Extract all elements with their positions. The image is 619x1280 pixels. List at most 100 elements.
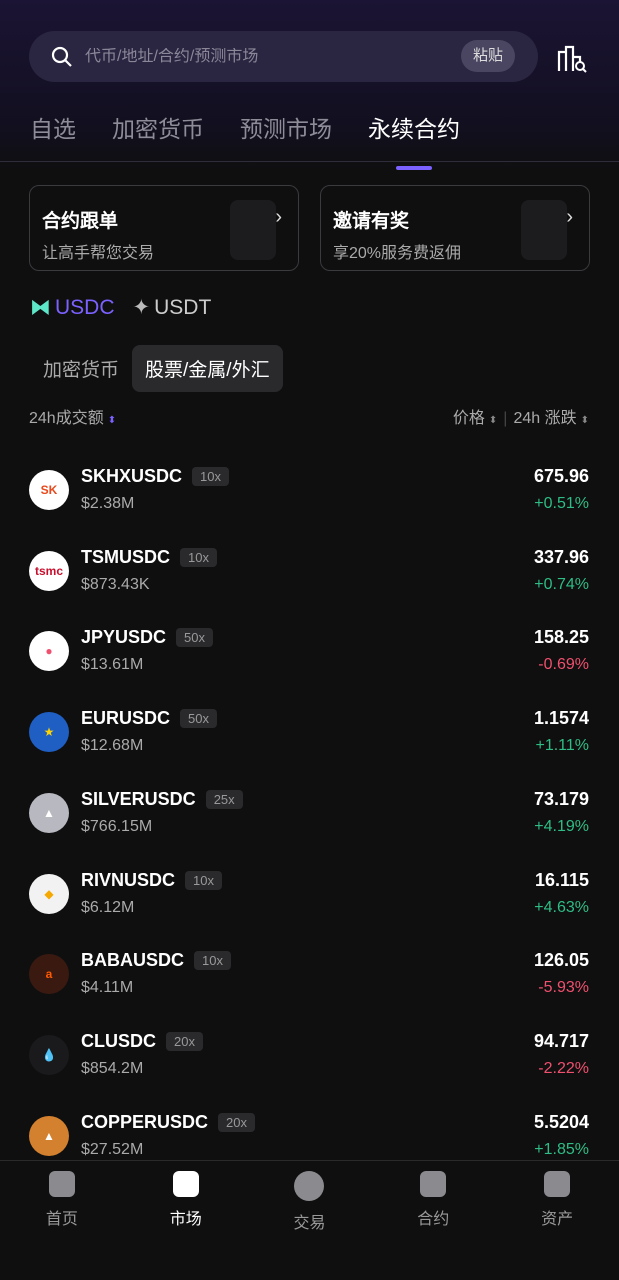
market-row[interactable]: ◆ RIVNUSDC 10x $6.12M 16.115 +4.63% [0, 854, 619, 934]
wallet-icon [544, 1171, 571, 1197]
quote-usdt[interactable]: ✦ USDT [133, 295, 212, 320]
asset-logo-icon: ◆ [29, 873, 69, 914]
paste-button[interactable]: 粘贴 [460, 40, 515, 72]
card-title: 合约跟单 [42, 211, 119, 232]
asset-logo-icon: ▲ [29, 792, 69, 833]
market-row[interactable]: ▲ SILVERUSDC 25x $766.15M 73.179 +4.19% [0, 773, 619, 853]
quote-label: USDT [154, 295, 212, 319]
quote-label: USDC [55, 295, 115, 319]
card-title: 邀请有奖 [333, 211, 410, 232]
trend-chart-icon [172, 1171, 199, 1197]
chevron-right-icon: › [566, 206, 573, 228]
volume: $12.68M [81, 737, 144, 755]
market-row[interactable]: ● JPYUSDC 50x $13.61M 158.25 -0.69% [0, 611, 619, 691]
header-background [0, 0, 619, 170]
usdc-icon: ⧓ [30, 296, 51, 319]
segment-stocks-metals-fx[interactable]: 股票/金属/外汇 [132, 345, 283, 392]
sort-icon: ⬍ [580, 415, 589, 426]
copy-trading-card[interactable]: 合约跟单 让高手帮您交易 › [29, 185, 299, 271]
search-input[interactable] [85, 47, 445, 66]
symbol: JPYUSDC 50x [81, 627, 213, 648]
volume: $854.2M [81, 1059, 144, 1077]
asset-logo-icon: 💧 [29, 1034, 69, 1075]
divider [0, 161, 619, 162]
tab-crypto[interactable]: 加密货币 [112, 116, 204, 142]
symbol: BABAUSDC 10x [81, 950, 231, 971]
leverage-badge: 10x [192, 467, 229, 486]
price: 1.1574 [533, 708, 589, 729]
swap-icon [294, 1171, 325, 1201]
volume: $13.61M [81, 656, 144, 674]
volume: $873.43K [81, 575, 150, 593]
market-row[interactable]: ★ EURUSDC 50x $12.68M 1.1574 +1.11% [0, 692, 619, 772]
volume: $6.12M [81, 898, 135, 916]
volume: $766.15M [81, 817, 153, 835]
symbol: SKHXUSDC 10x [81, 466, 229, 487]
tab-perpetual[interactable]: 永续合约 [368, 110, 460, 170]
change: -2.22% [538, 1059, 589, 1077]
asset-logo-icon: tsmc [29, 550, 69, 591]
segment-crypto[interactable]: 加密货币 [43, 360, 120, 381]
change: -5.93% [538, 979, 589, 997]
quote-usdc[interactable]: ⧓ USDC [30, 295, 115, 320]
market-row[interactable]: ▲ COPPERUSDC 20x $27.52M 5.5204 +1.85% [0, 1096, 619, 1176]
search-bar[interactable]: 粘贴 [29, 31, 538, 82]
trader-illustration-icon [230, 200, 276, 260]
asset-logo-icon: ★ [29, 712, 69, 753]
leverage-badge: 10x [194, 951, 231, 971]
leverage-badge: 25x [205, 789, 243, 809]
market-search-icon[interactable] [556, 44, 588, 74]
price: 94.717 [533, 1030, 589, 1051]
market-row[interactable]: 💧 CLUSDC 20x $854.2M 94.717 -2.22% [0, 1015, 619, 1095]
market-row[interactable]: tsmc TSMUSDC 10x $873.43K 337.96 +0.74% [0, 531, 619, 611]
card-subtitle: 让高手帮您交易 [42, 245, 155, 262]
sort-volume[interactable]: 24h成交额 ⬍ [29, 404, 116, 428]
asset-logo-icon: ● [29, 631, 69, 672]
change: +4.19% [534, 817, 589, 835]
sort-price-change: 价格 ⬍ | 24h 涨跌 ⬍ [452, 410, 589, 427]
asset-logo-icon: ▲ [29, 1115, 69, 1156]
sort-price[interactable]: 价格 ⬍ [452, 410, 498, 427]
search-icon [51, 46, 72, 67]
nav-trade[interactable]: 交易 [248, 1161, 372, 1280]
price: 5.5204 [533, 1111, 589, 1132]
nav-assets[interactable]: 资产 [495, 1161, 619, 1280]
market-row[interactable]: a BABAUSDC 10x $4.11M 126.05 -5.93% [0, 934, 619, 1014]
change: +4.63% [534, 898, 589, 916]
contract-icon [420, 1171, 447, 1197]
quote-currency-selector: ⧓ USDC ✦ USDT [30, 295, 211, 320]
change: -0.69% [538, 656, 589, 674]
market-row[interactable]: SK SKHXUSDC 10x $2.38M 675.96 +0.51% [0, 450, 619, 530]
volume: $2.38M [81, 495, 135, 512]
asset-logo-icon: a [29, 954, 69, 995]
volume: $4.11M [81, 979, 134, 997]
sort-change[interactable]: 24h 涨跌 ⬍ [513, 410, 589, 427]
symbol: COPPERUSDC 20x [81, 1112, 255, 1133]
category-segment: 加密货币 股票/金属/外汇 [30, 345, 283, 392]
chevron-right-icon: › [275, 206, 282, 228]
price: 158.25 [533, 627, 589, 648]
tab-watchlist[interactable]: 自选 [30, 116, 76, 142]
symbol: SILVERUSDC 25x [81, 789, 243, 810]
price: 126.05 [533, 950, 589, 971]
bottom-nav: 首页 市场 交易 合约 资产 [0, 1160, 619, 1280]
price: 73.179 [533, 788, 589, 809]
sort-icon: ⬍ [107, 415, 117, 426]
gift-illustration-icon [521, 200, 567, 260]
asset-logo-icon: SK [29, 470, 69, 510]
tab-prediction[interactable]: 预测市场 [240, 116, 332, 142]
referral-card[interactable]: 邀请有奖 享20%服务费返佣 › [320, 185, 590, 271]
column-label: 24h成交额 [29, 410, 104, 427]
nav-futures[interactable]: 合约 [371, 1161, 495, 1280]
nav-market[interactable]: 市场 [124, 1161, 248, 1280]
symbol: RIVNUSDC 10x [81, 870, 222, 891]
nav-home[interactable]: 首页 [0, 1161, 124, 1280]
leverage-badge: 20x [218, 1112, 255, 1132]
change: +1.11% [535, 737, 589, 755]
symbol: CLUSDC 20x [81, 1031, 203, 1052]
sort-icon: ⬍ [488, 415, 498, 426]
volume: $27.52M [81, 1140, 144, 1158]
usdt-icon: ✦ [132, 296, 151, 319]
symbol: TSMUSDC 10x [81, 547, 217, 568]
price: 16.115 [534, 869, 589, 890]
